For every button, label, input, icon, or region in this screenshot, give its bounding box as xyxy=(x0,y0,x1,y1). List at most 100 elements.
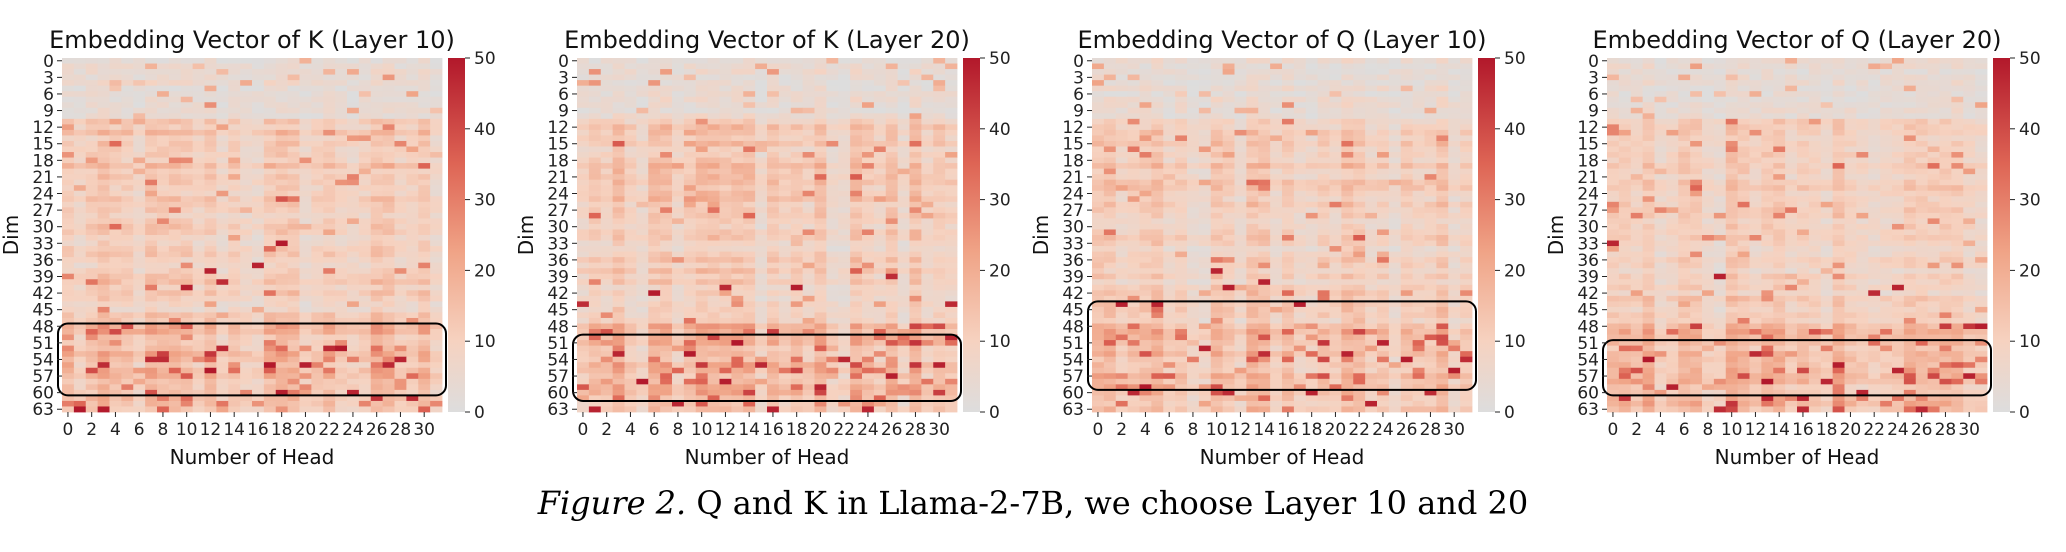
heatmap-cell xyxy=(335,395,348,402)
heatmap-cell xyxy=(347,218,360,225)
heatmap-cell xyxy=(263,85,277,92)
heatmap-cell xyxy=(299,163,312,170)
heatmap-cell xyxy=(1341,58,1354,64)
heatmap-cell xyxy=(778,168,792,175)
heatmap-cell xyxy=(600,251,614,258)
heatmap-cell xyxy=(731,113,744,120)
heatmap-cell xyxy=(109,306,122,313)
heatmap-cell xyxy=(406,301,419,308)
heatmap-cell xyxy=(707,146,720,153)
heatmap-cell xyxy=(418,240,431,247)
heatmap-cell xyxy=(121,152,134,158)
heatmap-cell xyxy=(577,113,590,120)
heatmap-cell xyxy=(1317,69,1330,75)
heatmap-cell xyxy=(660,229,673,236)
heatmap-cell xyxy=(145,69,158,75)
heatmap-cell xyxy=(216,69,229,75)
heatmap-cell xyxy=(826,96,839,103)
heatmap-cell xyxy=(897,190,910,197)
x-tick-label: 24 xyxy=(342,420,364,440)
heatmap-cell xyxy=(648,389,661,396)
heatmap-cell xyxy=(624,400,637,407)
heatmap-cell xyxy=(180,107,194,114)
heatmap-cell xyxy=(394,80,407,87)
heatmap-cell xyxy=(73,218,87,225)
heatmap-cell xyxy=(1436,168,1449,175)
heatmap-cell xyxy=(731,317,744,324)
heatmap-cell xyxy=(204,295,217,302)
y-tick-label: 60 xyxy=(32,384,54,404)
heatmap-cell xyxy=(228,295,241,302)
heatmap-cell xyxy=(287,207,300,214)
heatmap-cell xyxy=(624,85,637,92)
heatmap-cell xyxy=(133,362,146,369)
heatmap-cell xyxy=(826,69,839,75)
heatmap-cell xyxy=(62,152,75,158)
heatmap-cell xyxy=(1092,91,1105,98)
heatmap-cell xyxy=(1388,58,1402,64)
heatmap-cell xyxy=(862,174,875,181)
heatmap-cell xyxy=(636,317,649,324)
heatmap-cell xyxy=(145,152,158,158)
x-tick-label: 26 xyxy=(881,420,903,440)
heatmap-cell xyxy=(945,279,958,286)
heatmap-cell xyxy=(588,80,602,87)
heatmap-cell xyxy=(1424,107,1437,114)
heatmap-cell xyxy=(1127,129,1140,136)
heatmap-cell xyxy=(192,212,205,219)
heatmap-cell xyxy=(73,362,87,369)
heatmap-cell xyxy=(624,74,637,81)
heatmap-cell xyxy=(1377,118,1390,125)
heatmap-cell xyxy=(382,212,395,219)
heatmap-cell xyxy=(62,406,75,413)
heatmap-cell xyxy=(695,91,709,98)
heatmap-cell xyxy=(311,218,324,225)
heatmap-cell xyxy=(933,135,946,142)
heatmap-cell xyxy=(85,340,99,347)
heatmap-cell xyxy=(109,301,122,308)
heatmap-cell xyxy=(731,389,744,396)
x-tick-label: 4 xyxy=(110,420,121,440)
heatmap-cell xyxy=(838,262,851,269)
heatmap-cell xyxy=(814,74,827,81)
heatmap-cell xyxy=(430,223,443,230)
heatmap-cell xyxy=(1460,63,1473,70)
heatmap-cell xyxy=(1448,146,1461,153)
heatmap-cell xyxy=(299,373,312,380)
heatmap-cell xyxy=(157,306,170,313)
heatmap-cell xyxy=(192,185,205,192)
heatmap-cell xyxy=(240,69,253,75)
heatmap-cell xyxy=(85,190,99,197)
heatmap-cell xyxy=(862,235,875,241)
heatmap-cell xyxy=(275,395,289,402)
heatmap-cell xyxy=(672,317,685,324)
heatmap-cell xyxy=(1448,135,1461,142)
heatmap-cell xyxy=(790,384,804,391)
heatmap-cell xyxy=(1127,63,1140,70)
heatmap-cell xyxy=(755,168,768,175)
heatmap-cell xyxy=(862,362,875,369)
heatmap-cell xyxy=(1103,91,1117,98)
heatmap-cell xyxy=(240,124,253,131)
heatmap-cell xyxy=(204,174,217,181)
heatmap-cell xyxy=(97,212,110,219)
heatmap-cell xyxy=(216,334,229,341)
heatmap-cell xyxy=(1234,107,1247,114)
heatmap-cell xyxy=(612,395,625,402)
heatmap-cell xyxy=(252,323,265,330)
heatmap-cell xyxy=(180,91,194,98)
heatmap-cell xyxy=(168,74,182,81)
heatmap-cell xyxy=(648,384,661,391)
heatmap-cell xyxy=(755,118,768,125)
heatmap-cell xyxy=(394,240,407,247)
heatmap-cell xyxy=(109,262,122,269)
heatmap-cell xyxy=(275,373,289,380)
heatmap-cell xyxy=(430,218,443,225)
heatmap-cell xyxy=(838,135,851,142)
heatmap-cell xyxy=(1412,58,1425,64)
heatmap-cell xyxy=(600,80,614,87)
heatmap-cell xyxy=(885,312,899,319)
heatmap-cell xyxy=(406,113,419,120)
heatmap-cell xyxy=(897,102,910,109)
heatmap-cell xyxy=(1436,107,1449,114)
